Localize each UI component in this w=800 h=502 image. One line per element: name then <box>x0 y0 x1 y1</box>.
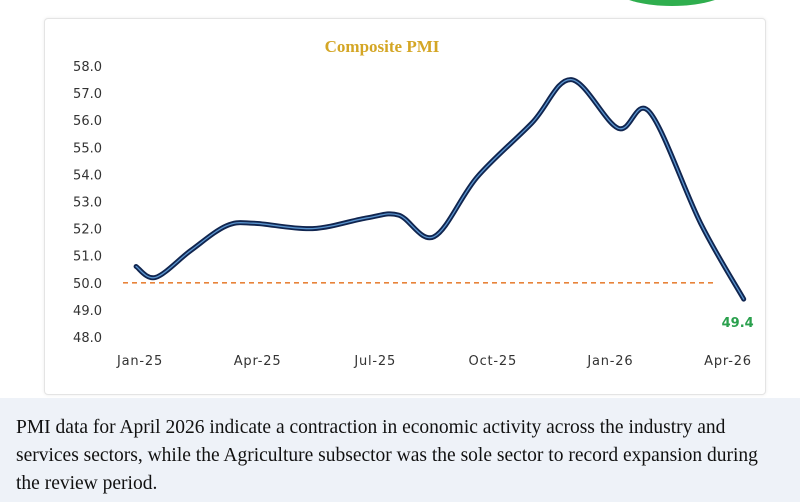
y-tick-label: 52.0 <box>73 223 102 238</box>
y-tick-label: 57.0 <box>73 87 102 102</box>
x-tick-label: Jul-25 <box>353 354 396 369</box>
last-value-label: 49.4 <box>722 316 754 331</box>
series-line-highlight <box>135 78 745 300</box>
x-tick-label: Jan-26 <box>586 354 633 369</box>
caption-text: PMI data for April 2026 indicate a contr… <box>16 417 758 494</box>
y-tick-label: 55.0 <box>73 141 102 156</box>
y-tick-label: 53.0 <box>73 196 102 211</box>
decorative-badge <box>612 0 732 6</box>
caption-box: PMI data for April 2026 indicate a contr… <box>0 398 800 502</box>
x-tick-label: Oct-25 <box>469 354 518 369</box>
pmi-line-chart: 48.0 49.0 50.0 51.0 52.0 53.0 54.0 55.0 56.0 57.0… <box>73 37 754 369</box>
x-tick-label: Jan-25 <box>116 354 163 369</box>
chart-title: Composite PMI <box>325 37 440 56</box>
x-tick-label: Apr-25 <box>234 354 282 369</box>
y-tick-label: 50.0 <box>73 277 102 292</box>
y-tick-label: 58.0 <box>73 60 102 75</box>
y-tick-label: 48.0 <box>73 331 102 346</box>
y-tick-label: 51.0 <box>73 250 102 265</box>
x-tick-label: Apr-26 <box>704 354 752 369</box>
y-tick-label: 56.0 <box>73 114 102 129</box>
series-line-composite-pmi <box>133 77 747 302</box>
y-tick-label: 54.0 <box>73 168 102 183</box>
chart-panel: 48.0 49.0 50.0 51.0 52.0 53.0 54.0 55.0 56.0 57.0… <box>44 18 766 395</box>
y-tick-label: 49.0 <box>73 304 102 319</box>
